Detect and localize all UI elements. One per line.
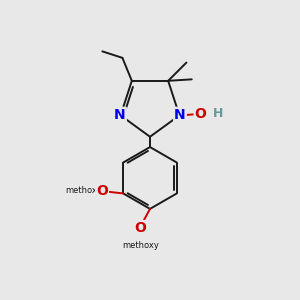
Text: O: O xyxy=(96,184,108,198)
Text: O: O xyxy=(195,107,206,121)
Text: methoxy: methoxy xyxy=(65,186,102,195)
Text: N: N xyxy=(114,108,126,122)
Text: methoxy: methoxy xyxy=(123,241,160,250)
Text: H: H xyxy=(212,107,223,120)
Text: N: N xyxy=(174,108,186,122)
Text: O: O xyxy=(134,221,146,235)
